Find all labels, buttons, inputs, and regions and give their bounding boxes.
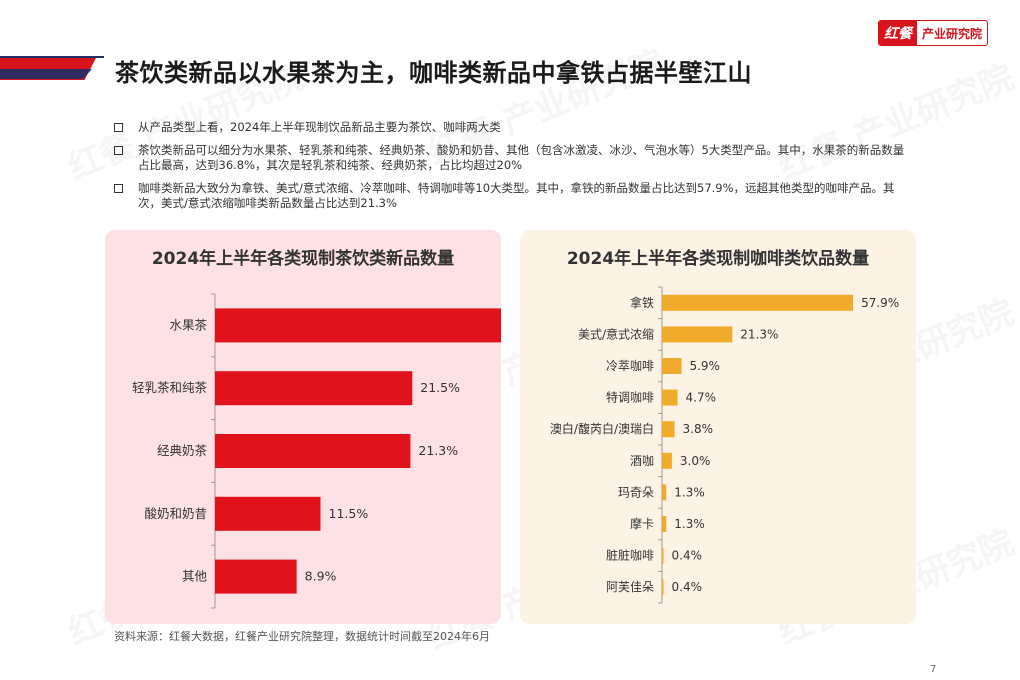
data-label: 1.3% [674, 517, 705, 531]
coffee-bar-chart: 拿铁 57.9% 美式/意式浓缩 21.3% 冷萃咖啡 5.9% 特调咖啡 4.7% 澳白/馥芮… [550, 286, 899, 604]
logo-brand: 红餐 [879, 21, 917, 45]
bullet-text: 从产品类型上看，2024年上半年现制饮品新品主要为茶饮、咖啡两大类 [138, 120, 501, 134]
tea-bar-chart: 水果茶36.8%轻乳茶和纯茶21.5%经典奶茶21.3%酸奶和奶昔11.5%其他… [132, 293, 501, 609]
data-label: 1.3% [674, 485, 705, 499]
bar [215, 559, 297, 594]
bar [662, 579, 664, 596]
data-label: 3.8% [683, 422, 714, 436]
category-label: 澳白/馥芮白/澳瑞白 [550, 421, 654, 436]
coffee-chart-title: 2024年上半年各类现制咖啡类饮品数量 [566, 249, 870, 269]
category-label: 水果茶 [169, 317, 207, 332]
bullet-square-icon [114, 184, 123, 193]
category-label: 脏脏咖啡 [606, 548, 654, 563]
data-label: 0.4% [672, 580, 703, 594]
bar [662, 547, 664, 564]
data-label: 5.9% [689, 359, 720, 373]
bar [215, 496, 321, 531]
data-label: 4.7% [686, 391, 717, 405]
bullet-text: 咖啡类新品大致分为拿铁、美式/意式浓缩、冷萃咖啡、特调咖啡等10大类型。其中，拿… [138, 181, 895, 210]
category-label: 冷萃咖啡 [606, 358, 654, 373]
bar [215, 371, 413, 406]
data-label: 21.3% [418, 443, 458, 458]
logo-sub: 产业研究院 [922, 26, 983, 41]
page-title: 茶饮类新品以水果茶为主，咖啡类新品中拿铁占据半壁江山 [115, 59, 752, 87]
header-accent-blue [0, 69, 92, 79]
bullet-item: 咖啡类新品大致分为拿铁、美式/意式浓缩、冷萃咖啡、特调咖啡等10大类型。其中，拿… [114, 181, 914, 211]
category-label: 摩卡 [630, 516, 654, 531]
brand-logo: 红餐 产业研究院 [878, 20, 989, 46]
bar [215, 434, 411, 468]
category-label: 轻乳茶和纯茶 [132, 380, 208, 395]
data-label: 57.9% [861, 296, 899, 310]
coffee-chart-panel: 2024年上半年各类现制咖啡类饮品数量 拿铁 57.9% 美式/意式浓缩 21.3% 冷… [520, 230, 916, 624]
bar [215, 308, 501, 343]
bar [662, 452, 672, 469]
category-label: 酒咖 [630, 453, 654, 468]
bar [662, 421, 675, 438]
category-label: 特调咖啡 [606, 390, 654, 405]
category-label: 阿芙佳朵 [606, 580, 654, 594]
source-note: 资料来源：红餐大数据，红餐产业研究院整理，数据统计时间截至2024年6月 [114, 630, 490, 643]
data-label: 21.5% [420, 380, 460, 395]
bar [662, 389, 678, 406]
data-label: 0.4% [672, 549, 703, 563]
data-label: 21.3% [740, 327, 778, 341]
category-label: 美式/意式浓缩 [578, 326, 654, 341]
data-label: 11.5% [329, 506, 369, 521]
page-number: 7 [930, 664, 937, 675]
data-label: 3.0% [680, 454, 711, 468]
category-label: 玛奇朵 [618, 485, 654, 499]
bar [662, 358, 682, 374]
category-label: 其他 [182, 569, 208, 584]
tea-chart-panel: 2024年上半年各类现制茶饮类新品数量 水果茶36.8%轻乳茶和纯茶21.5%经… [105, 230, 501, 624]
tea-chart-title: 2024年上半年各类现制茶饮类新品数量 [151, 249, 455, 269]
bullet-square-icon [114, 123, 123, 132]
bullet-list: 从产品类型上看，2024年上半年现制饮品新品主要为茶饮、咖啡两大类 茶饮类新品可… [114, 120, 914, 219]
bullet-text: 茶饮类新品可以细分为水果茶、轻乳茶和纯茶、经典奶茶、酸奶和奶昔、其他（包含冰激凌… [138, 143, 905, 172]
bar [662, 516, 667, 532]
data-label: 8.9% [305, 569, 337, 584]
category-label: 经典奶茶 [157, 443, 208, 458]
bar [662, 484, 667, 501]
bar [662, 294, 854, 311]
bullet-square-icon [114, 146, 123, 155]
bar [662, 326, 733, 343]
category-label: 拿铁 [630, 295, 654, 310]
category-label: 酸奶和奶昔 [144, 506, 207, 521]
bullet-item: 茶饮类新品可以细分为水果茶、轻乳茶和纯茶、经典奶茶、酸奶和奶昔、其他（包含冰激凌… [114, 143, 914, 173]
header-accent-line [0, 56, 104, 58]
bullet-item: 从产品类型上看，2024年上半年现制饮品新品主要为茶饮、咖啡两大类 [114, 120, 914, 135]
